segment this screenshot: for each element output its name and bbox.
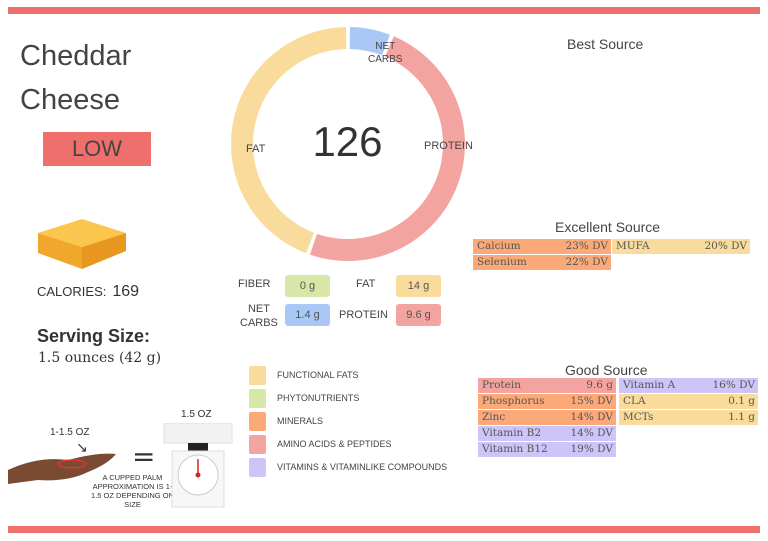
- level-badge: LOW: [43, 132, 151, 166]
- nutrient-value: 1.1 g: [728, 411, 755, 423]
- nutrient-row: Vitamin B12 19% DV: [478, 442, 616, 457]
- nutrient-value: 20% DV: [704, 240, 748, 252]
- legend-swatch: [249, 458, 266, 477]
- calorie-donut-chart: [230, 27, 466, 262]
- nutrient-name: Phosphorus: [482, 395, 545, 407]
- title-line-2: Cheese: [20, 84, 120, 116]
- nutrient-value: 9.6 g: [586, 379, 613, 391]
- palm-note: A CUPPED PALM APPROXIMATION IS 1-1.5 OZ …: [91, 473, 174, 509]
- legend-label: VITAMINS & VITAMINLIKE COMPOUNDS: [277, 462, 448, 472]
- nutrient-row: Phosphorus 15% DV: [478, 394, 616, 409]
- donut-label-net-carbs: NET CARBS: [368, 40, 402, 66]
- protein-label: PROTEIN: [339, 309, 388, 321]
- nutrient-name: Calcium: [477, 240, 521, 252]
- nutrient-row: MUFA 20% DV: [612, 239, 750, 254]
- nutrient-name: MCTs: [623, 411, 654, 423]
- serving-size-value: 1.5 ounces (42 g): [38, 350, 162, 366]
- best-source-title: Best Source: [567, 36, 644, 52]
- nutrient-name: Protein: [482, 379, 521, 391]
- arrow-icon: ↘: [76, 440, 88, 456]
- nutrient-row: Vitamin B2 14% DV: [478, 426, 616, 441]
- legend-label: AMINO ACIDS & PEPTIDES: [277, 439, 392, 449]
- bottom-accent-bar: [8, 526, 760, 533]
- fiber-label: FIBER: [238, 278, 271, 290]
- net-carbs-label: NET CARBS: [240, 302, 278, 330]
- nutrient-name: CLA: [623, 395, 646, 407]
- net-carbs-line-2: CARBS: [368, 54, 403, 65]
- donut-segment-fat: [230, 27, 347, 254]
- nutrient-row: Calcium 23% DV: [473, 239, 611, 254]
- nutrient-name: Selenium: [477, 256, 527, 268]
- legend-swatch: [249, 389, 266, 408]
- net-carbs-value: 1.4 g: [285, 304, 330, 326]
- scale-label: 1.5 OZ: [181, 409, 212, 420]
- fat-value: 14 g: [396, 275, 441, 297]
- donut-segment-protein: [309, 36, 466, 262]
- cheese-image: [38, 219, 126, 269]
- nutrient-name: Vitamin A: [623, 379, 676, 391]
- calories-value: 169: [112, 283, 140, 300]
- donut-segment-net-carbs: [349, 27, 390, 56]
- legend-swatch: [249, 412, 266, 431]
- nutrient-value: 14% DV: [570, 427, 614, 439]
- nutrient-row: Protein 9.6 g: [478, 378, 616, 393]
- nutrient-value: 22% DV: [565, 256, 609, 268]
- nutrient-row: CLA 0.1 g: [619, 394, 758, 409]
- legend-swatch: [249, 435, 266, 454]
- nutrient-row: Zinc 14% DV: [478, 410, 616, 425]
- nutrient-row: MCTs 1.1 g: [619, 410, 758, 425]
- net-carbs-label-2: CARBS: [240, 317, 278, 329]
- food-title: Cheddar Cheese: [20, 34, 131, 122]
- nutrient-value: 15% DV: [570, 395, 614, 407]
- palm-label: 1-1.5 OZ: [50, 427, 90, 438]
- nutrient-value: 16% DV: [712, 379, 756, 391]
- calories-label: CALORIES:: [37, 284, 107, 299]
- nutrient-name: Vitamin B2: [482, 427, 542, 439]
- donut-label-fat: FAT: [246, 143, 266, 155]
- fiber-value: 0 g: [285, 275, 330, 297]
- net-carbs-label-1: NET: [247, 303, 270, 315]
- legend-swatch: [249, 366, 266, 385]
- nutrient-name: MUFA: [616, 240, 650, 252]
- fat-label: FAT: [356, 278, 376, 290]
- cupped-hand-image: [8, 453, 116, 484]
- protein-value: 9.6 g: [396, 304, 441, 326]
- top-accent-bar: [8, 7, 760, 14]
- equals-sign: =: [132, 440, 156, 473]
- excellent-source-title: Excellent Source: [555, 219, 661, 235]
- nutrient-value: 14% DV: [570, 411, 614, 423]
- calories: CALORIES: 169: [37, 283, 139, 301]
- legend-label: PHYTONUTRIENTS: [277, 393, 360, 403]
- legend-label: MINERALS: [277, 416, 324, 426]
- nutrient-value: 0.1 g: [728, 395, 755, 407]
- nutrient-row: Vitamin A 16% DV: [619, 378, 758, 393]
- title-line-1: Cheddar: [20, 40, 132, 72]
- kitchen-scale-image: [163, 423, 233, 508]
- nutrient-row: Selenium 22% DV: [473, 255, 611, 270]
- net-carbs-line-1: NET: [375, 41, 396, 52]
- donut-label-protein: PROTEIN: [424, 140, 473, 152]
- serving-size-label: Serving Size:: [37, 326, 151, 346]
- nutrient-value: 19% DV: [570, 443, 614, 455]
- legend-label: FUNCTIONAL FATS: [277, 370, 359, 380]
- nutrient-name: Zinc: [482, 411, 506, 423]
- nutrient-value: 23% DV: [565, 240, 609, 252]
- nutrient-name: Vitamin B12: [482, 443, 548, 455]
- good-source-title: Good Source: [565, 362, 648, 378]
- donut-center-value: 126: [312, 118, 383, 165]
